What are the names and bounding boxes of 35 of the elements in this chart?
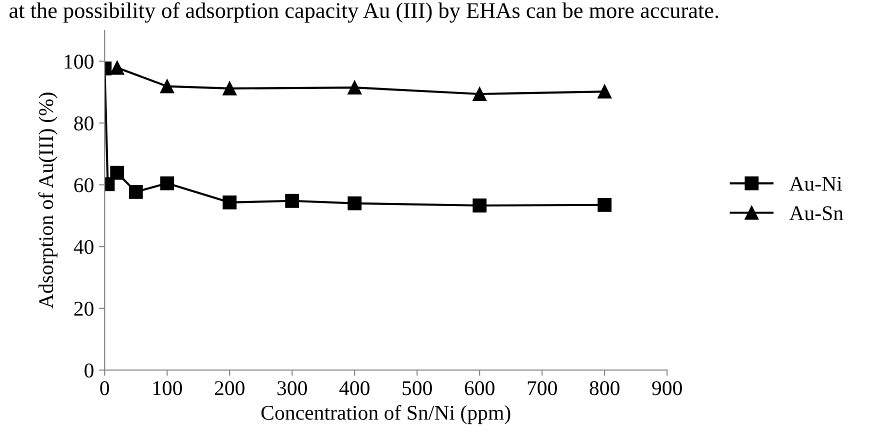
text: at the possibility of adsorption capacity Au (III) by EHAs can be more accurate. — [10, 2, 718, 23]
y-tick-label: 20 — [74, 302, 94, 316]
point — [160, 79, 174, 94]
x-tick-label: 800 — [590, 381, 620, 396]
point — [472, 198, 487, 212]
x-tick-label: 900 — [652, 381, 682, 396]
point — [348, 80, 362, 94]
x-tick-label: 400 — [339, 381, 370, 396]
point — [348, 196, 362, 210]
y-tick-label: 100 — [64, 54, 94, 69]
y-tick-label: 0 — [84, 363, 94, 378]
point — [598, 84, 612, 98]
y-tick-label: 60 — [74, 178, 94, 192]
y-tick-label: 80 — [74, 116, 94, 130]
x-tick-label: 700 — [528, 381, 557, 396]
point — [598, 198, 612, 212]
point — [472, 87, 487, 101]
point — [128, 184, 143, 199]
x-tick-label: 500 — [402, 381, 432, 396]
point — [110, 60, 124, 75]
y-tick-label: 40 — [74, 240, 94, 254]
y-axis-title: Adsorption of Au(III) (%) — [38, 92, 58, 309]
x-tick-label: 300 — [277, 381, 307, 396]
x-tick-label: 100 — [153, 381, 182, 396]
point — [285, 194, 300, 208]
x-tick-label: 0 — [100, 381, 110, 396]
point — [222, 82, 237, 96]
x-axis-title: Concentration of Sn/Ni (ppm) — [261, 404, 510, 424]
legend-label: Au-Ni — [789, 176, 842, 191]
point — [160, 176, 174, 190]
x-tick-label: 200 — [214, 381, 244, 396]
point — [222, 195, 237, 210]
x-tick-label: 600 — [464, 381, 494, 396]
point — [110, 166, 124, 180]
legend-label: Au-Sn — [789, 206, 844, 220]
